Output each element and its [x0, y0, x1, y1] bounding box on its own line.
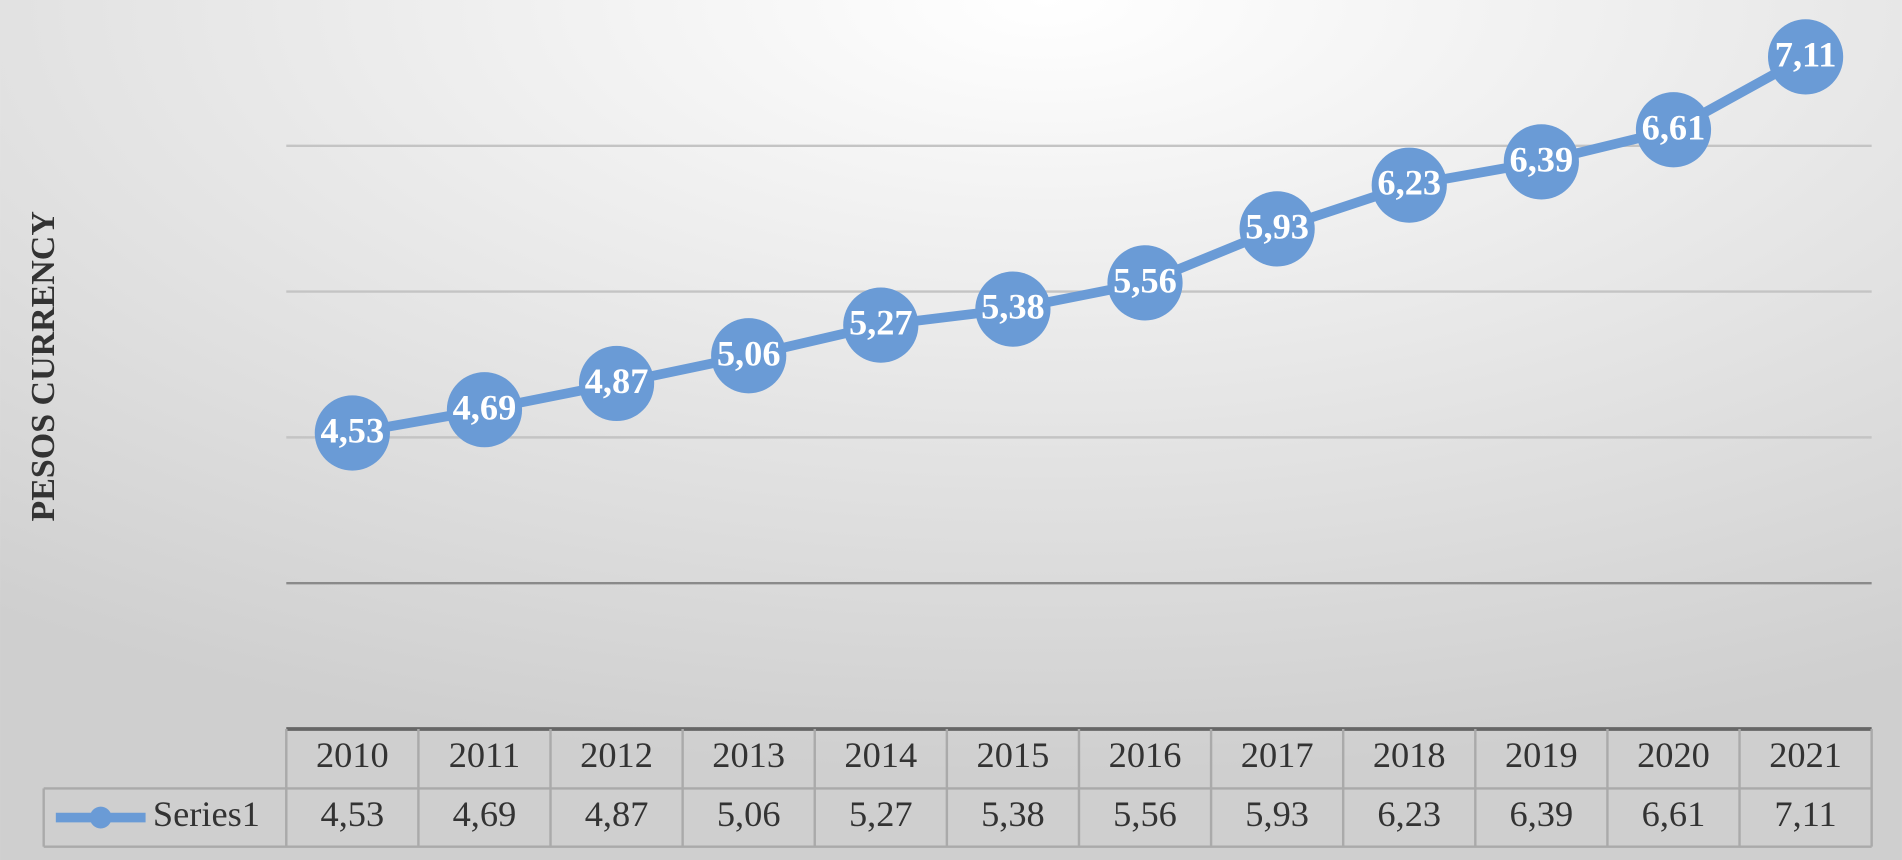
marker [975, 271, 1051, 347]
x-tick-label: 2021 [1769, 735, 1842, 775]
plot: 4,53 4,69 4,87 5,06 5,27 5,38 5,56 5,93 6,23 6,39… [314, 19, 1844, 471]
table-value: 5,38 [981, 794, 1045, 834]
x-tick-label: 2017 [1241, 735, 1314, 775]
marker [1371, 147, 1447, 223]
marker [446, 372, 523, 448]
legend-marker [89, 806, 112, 829]
table-value: 4,53 [321, 794, 385, 834]
x-tick-label: 2012 [580, 735, 653, 775]
data-label: 7,11 [1775, 34, 1837, 74]
legend-label: Series1 [153, 794, 260, 834]
table-value: 5,27 [849, 794, 913, 834]
data-table: Series1 4,53 4,69 4,87 5,06 5,27 5,38 5,56 5,93 6… [42, 727, 1873, 848]
data-label: 5,38 [981, 287, 1045, 327]
table-value: 7,11 [1774, 794, 1836, 834]
table-value: 4,87 [585, 794, 649, 834]
x-tick-label: 2014 [844, 735, 917, 775]
table-value: 4,69 [453, 794, 517, 834]
table-value: 5,93 [1245, 794, 1309, 834]
y-axis-title: PESOS CURRENCY [25, 211, 62, 521]
data-label: 5,27 [849, 303, 913, 343]
data-label: 5,56 [1113, 260, 1177, 300]
marker [711, 318, 787, 394]
marker [314, 395, 390, 471]
data-label: 6,39 [1510, 139, 1574, 179]
data-label: 4,69 [453, 387, 517, 427]
data-label: 6,61 [1642, 107, 1706, 147]
marker [1239, 191, 1315, 267]
marker [1503, 124, 1579, 200]
x-tick-label: 2015 [977, 735, 1050, 775]
data-label: 5,93 [1245, 206, 1309, 246]
table-value: 5,56 [1113, 794, 1177, 834]
data-label: 5,06 [717, 333, 781, 373]
table-value: 6,61 [1642, 794, 1706, 834]
data-label: 4,53 [321, 411, 385, 451]
marker [578, 345, 655, 422]
marker [1767, 19, 1844, 95]
x-tick-label: 2013 [712, 735, 785, 775]
table-value: 5,06 [717, 794, 781, 834]
marker [1107, 245, 1183, 321]
data-label: 4,87 [585, 361, 649, 401]
x-tick-label: 2020 [1637, 735, 1710, 775]
marker [1635, 92, 1712, 168]
x-tick-label: 2011 [449, 735, 520, 775]
x-tick-label: 2010 [316, 735, 389, 775]
table-value: 6,23 [1377, 794, 1441, 834]
x-tick-label: 2019 [1505, 735, 1578, 775]
x-tick-label: 2016 [1109, 735, 1182, 775]
x-tick-label: 2018 [1373, 735, 1446, 775]
table-value: 6,39 [1510, 794, 1574, 834]
marker [843, 287, 919, 363]
data-label: 6,23 [1377, 163, 1441, 203]
